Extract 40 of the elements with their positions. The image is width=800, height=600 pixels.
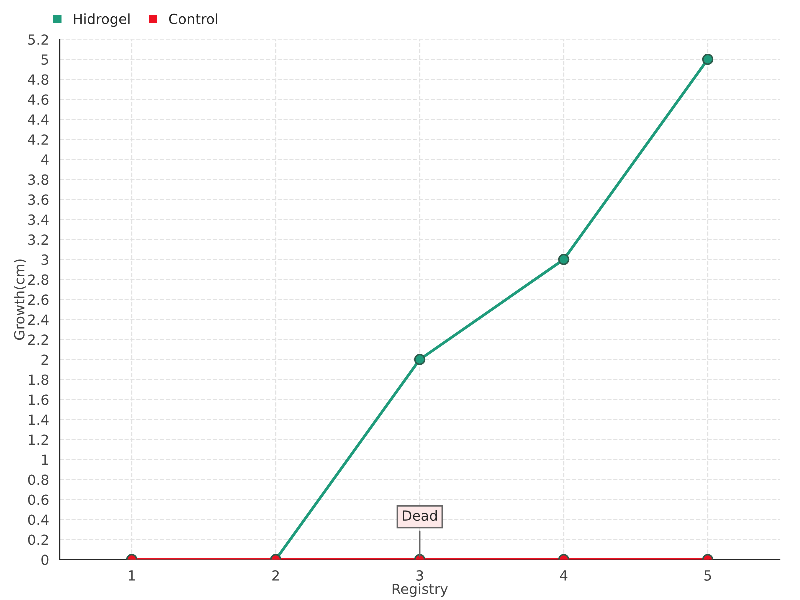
x-tick-label: 5 xyxy=(704,570,712,581)
y-tick-label: 4.4 xyxy=(28,114,49,125)
point xyxy=(702,54,714,66)
x-tick-label: 1 xyxy=(129,570,136,581)
y-tick-label: 2.2 xyxy=(28,334,48,345)
y-tick-label: 3.6 xyxy=(28,194,49,206)
y-axis-title: Growth(cm) xyxy=(14,260,26,340)
y-tick-label: 5 xyxy=(42,54,48,66)
y-tick-label: 3.2 xyxy=(28,234,48,246)
x-tick-label: 4 xyxy=(560,570,568,581)
x-axis-title: Registry xyxy=(392,584,448,598)
x-tick-label: 2 xyxy=(272,570,280,581)
y-tick-label: 1.8 xyxy=(29,374,49,386)
y-tick-label: 4.8 xyxy=(28,74,49,86)
y-tick-label: 2.4 xyxy=(28,314,49,325)
y-tick-label: 2.6 xyxy=(28,294,49,306)
y-tick-label: 2 xyxy=(42,354,48,365)
y-tick-label: 3.4 xyxy=(28,214,49,226)
annotation: Dead xyxy=(403,510,438,522)
y-tick-label: 1.4 xyxy=(29,414,49,426)
y-tick-label: 3.8 xyxy=(28,174,49,186)
y-tick-label: 4.2 xyxy=(28,134,48,145)
y-tick-label: 0.6 xyxy=(28,494,49,506)
y-tick-label: 1 xyxy=(42,454,48,466)
legend-label: Control xyxy=(169,14,218,24)
y-tick-label: 0.2 xyxy=(28,534,48,546)
y-tick-label: 4.6 xyxy=(28,94,49,106)
y-tick-label: 0.8 xyxy=(28,474,49,486)
y-tick-label: 0 xyxy=(42,554,49,566)
y-tick-label: 2.8 xyxy=(28,274,49,286)
y-tick-label: 4 xyxy=(41,154,49,165)
x-tick-label: 3 xyxy=(416,570,424,581)
point xyxy=(558,254,570,266)
y-tick-label: 5.2 xyxy=(28,34,48,46)
y-tick-label: 3 xyxy=(42,254,48,266)
y-tick-label: 0.4 xyxy=(28,514,49,526)
y-tick-label: 1.2 xyxy=(29,434,48,446)
y-tick-label: 1.6 xyxy=(29,394,49,406)
point xyxy=(414,354,426,366)
legend-label: Hidrogel xyxy=(74,14,130,28)
